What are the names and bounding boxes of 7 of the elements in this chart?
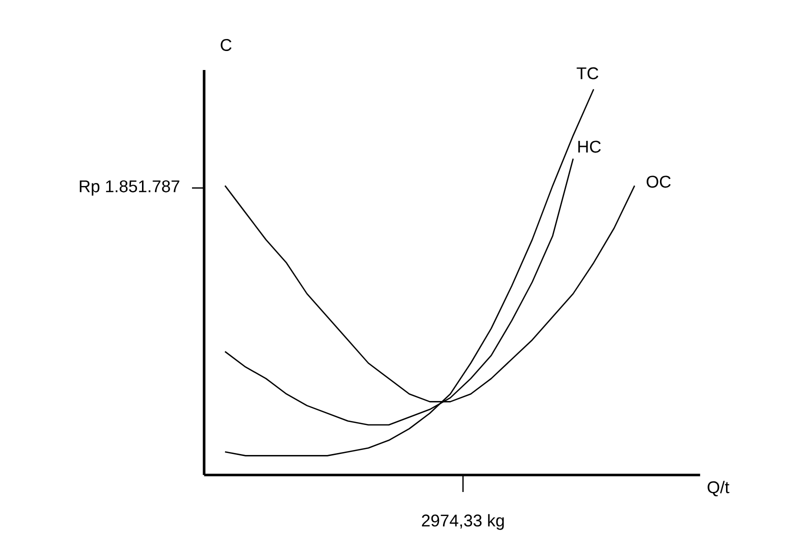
- text: Rp 1.851.787: [80, 180, 180, 196]
- y-axis-title: C: [220, 38, 232, 51]
- series-label: HC: [578, 140, 601, 153]
- series-label: TC: [576, 67, 598, 80]
- x-axis-title: Q/t: [708, 480, 730, 496]
- series-label: OC: [646, 176, 671, 188]
- text: 2974,33 kg: [422, 514, 504, 530]
